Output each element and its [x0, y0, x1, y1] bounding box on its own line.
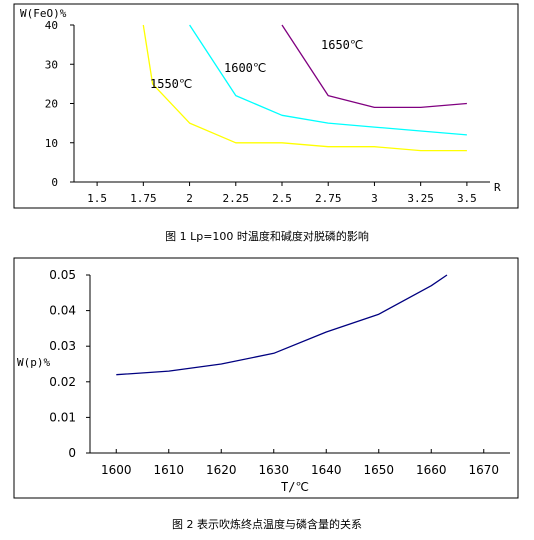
x-tick-label: 1.5 [87, 192, 107, 205]
y-tick-label: 0.03 [49, 339, 76, 353]
x-tick-label: 2.5 [272, 192, 292, 205]
series-label-1550: 1550℃ [150, 77, 192, 91]
figure-1-y-axis-title: W(FeO)% [20, 7, 67, 20]
figure-1-caption: 图 1 Lp=100 时温度和碱度对脱磷的影响 [165, 229, 369, 243]
y-tick-label: 0 [68, 446, 76, 460]
y-tick-label: 40 [45, 19, 58, 32]
figure-1-series [142, 24, 467, 152]
x-tick-label: 2.75 [315, 192, 342, 205]
x-tick-label: 3 [371, 192, 378, 205]
figure-2-frame [13, 257, 519, 499]
x-tick-label: 3.5 [457, 192, 477, 205]
x-tick-label: 1660 [416, 463, 447, 477]
series-label-1600: 1600℃ [224, 61, 266, 75]
x-tick-label: 2.25 [223, 192, 250, 205]
figure-1-x-ticks: 1.5 1.75 2 2.25 2.5 2.75 3 3.25 3.5 [87, 182, 477, 205]
figure-2: 00.010.020.030.040.05 1600 1610 1620 1630 16… [13, 257, 519, 499]
series-label-1650: 1650℃ [321, 38, 363, 52]
y-tick-label: 0 [51, 176, 58, 189]
y-tick-label: 10 [45, 137, 58, 150]
y-tick-label: 20 [45, 98, 58, 111]
x-tick-label: 3.25 [407, 192, 434, 205]
x-tick-label: 1640 [311, 463, 342, 477]
x-tick-label: 1.75 [130, 192, 157, 205]
series-line-1600 [189, 24, 467, 136]
figure-1-x-axis-title: R [494, 181, 501, 194]
x-tick-label: 1650 [363, 463, 394, 477]
figure-2-y-axis-title: W(p)% [17, 356, 50, 369]
y-tick-label: 0.04 [49, 304, 76, 318]
figure-1: 0 10 20 30 40 1.5 1.75 2 2.25 2.5 2.75 3 3.25 3.5 W(… [13, 3, 519, 209]
y-tick-label: 30 [45, 58, 58, 71]
x-tick-label: 1610 [153, 463, 184, 477]
figure-2-x-ticks: 1600 1610 1620 1630 1640 1650 1660 1670 [101, 449, 499, 477]
x-tick-label: 1670 [468, 463, 499, 477]
y-tick-label: 0.05 [49, 268, 76, 282]
series-line-1650 [281, 24, 467, 109]
series-line-1550 [142, 24, 467, 152]
figure-2-caption: 图 2 表示吹炼终点温度与磷含量的关系 [172, 517, 362, 531]
x-tick-label: 1620 [206, 463, 237, 477]
y-tick-label: 0.01 [49, 410, 76, 424]
figure-2-series [116, 274, 448, 376]
x-tick-label: 2 [186, 192, 193, 205]
figure-2-y-ticks: 0 0.01 0.02 0.03 0.04 0.05 [49, 268, 90, 460]
x-tick-label: 1630 [258, 463, 289, 477]
figure-2-x-axis-title: T/℃ [281, 480, 309, 494]
x-tick-label: 1600 [101, 463, 132, 477]
figure-1-y-ticks: 0 10 20 30 40 [45, 19, 74, 189]
series-line-1 [116, 274, 448, 376]
y-tick-label: 0.02 [49, 375, 76, 389]
